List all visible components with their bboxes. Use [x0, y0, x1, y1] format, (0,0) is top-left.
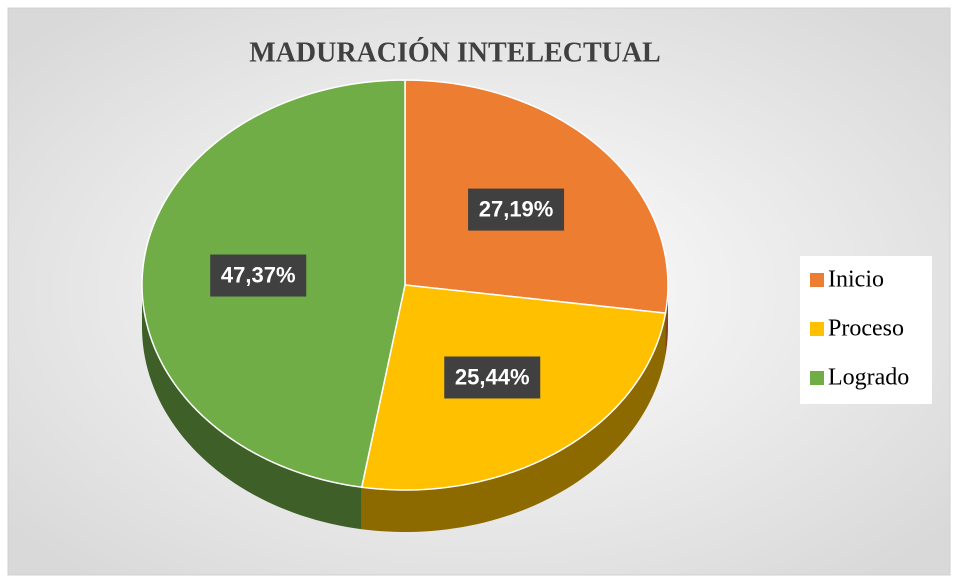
data-label: 47,37% — [221, 262, 296, 287]
labels: 27,19% 25,44% 47,37% — [210, 188, 565, 399]
legend-label: Logrado — [828, 365, 909, 391]
pie-side — [142, 285, 362, 530]
data-label-box — [468, 188, 565, 231]
data-label: 27,19% — [479, 196, 554, 221]
pie-side — [361, 313, 666, 532]
legend-swatch — [810, 371, 824, 385]
legend-items: Inicio Proceso Logrado — [810, 267, 909, 391]
data-label: 25,44% — [455, 364, 530, 389]
legend-swatch — [810, 273, 824, 287]
data-label-box — [444, 356, 541, 399]
pie — [141, 79, 669, 532]
legend-swatch — [810, 322, 824, 336]
legend-label: Inicio — [828, 267, 884, 293]
data-label-box — [210, 254, 307, 297]
chart-title: MADURACIÓN INTELECTUAL — [249, 37, 660, 68]
legend-label: Proceso — [828, 316, 904, 342]
